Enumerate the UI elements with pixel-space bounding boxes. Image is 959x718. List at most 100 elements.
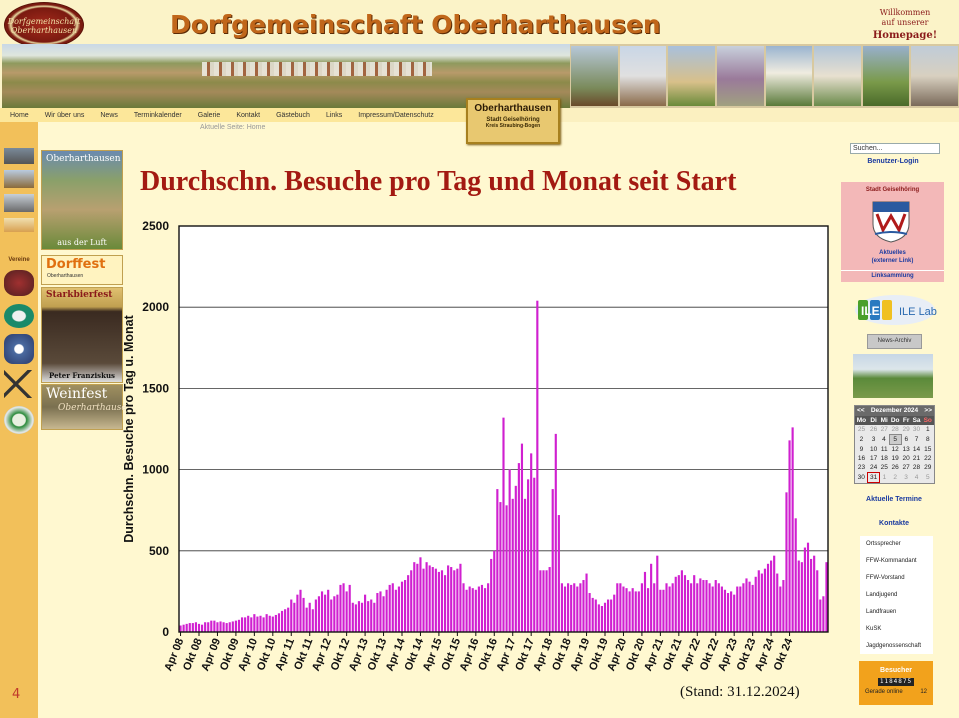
banner-aerial[interactable]: Oberharthausen aus der Luft xyxy=(41,150,123,250)
town-crest-icon[interactable] xyxy=(871,200,911,244)
bar xyxy=(182,624,185,632)
calendar-day[interactable]: 8 xyxy=(925,436,930,443)
calendar-day[interactable]: 23 xyxy=(857,464,866,472)
calendar-day[interactable]: 29 xyxy=(924,464,932,472)
landscape-photo[interactable] xyxy=(853,354,933,398)
stand-date: (Stand: 31.12.2024) xyxy=(680,684,800,700)
crest-kusk-icon[interactable] xyxy=(4,334,34,364)
calendar-day[interactable]: 30 xyxy=(857,474,865,481)
calendar-day[interactable]: 2 xyxy=(893,474,897,481)
calendar-day[interactable]: 1 xyxy=(882,474,887,481)
nav-terminkalender[interactable]: Terminkalender xyxy=(133,111,182,119)
nav-news[interactable]: News xyxy=(100,111,118,119)
calendar-day[interactable]: 18 xyxy=(880,455,888,462)
nav-wir-ueber-uns[interactable]: Wir über uns xyxy=(44,111,85,119)
calendar-day[interactable]: 25 xyxy=(857,426,866,434)
calendar-day[interactable]: 6 xyxy=(904,436,909,443)
calendar-day[interactable]: 28 xyxy=(912,464,921,472)
bar xyxy=(527,479,530,632)
calendar-day[interactable]: 25 xyxy=(880,464,888,472)
calendar-day[interactable]: 4 xyxy=(914,474,919,481)
thumb-church-icon[interactable] xyxy=(4,170,34,188)
nav-links[interactable]: Links xyxy=(325,111,343,119)
nav-galerie[interactable]: Galerie xyxy=(197,111,221,119)
kontakte-list: Ortssprecher FFW-Kommandant FFW-Vorstand… xyxy=(860,536,933,654)
nav-home[interactable]: Home xyxy=(10,111,29,119)
calendar-day[interactable]: 14 xyxy=(912,445,921,453)
kontakt-item[interactable]: KuSK xyxy=(866,626,882,632)
calendar-day[interactable]: 21 xyxy=(912,455,921,462)
calendar-day[interactable]: 30 xyxy=(912,426,921,434)
calendar-day[interactable]: 29 xyxy=(902,426,910,434)
banner-weinfest[interactable]: Weinfest Oberharthausen xyxy=(41,384,133,430)
kontakt-item[interactable]: Ortssprecher xyxy=(866,541,901,547)
calendar-day[interactable]: 19 xyxy=(891,455,899,462)
calendar-day[interactable]: 9 xyxy=(859,445,864,453)
crest-landfrauen-icon[interactable] xyxy=(4,406,34,434)
calendar-day[interactable]: 20 xyxy=(902,455,910,462)
calendar-day[interactable]: 24 xyxy=(869,464,878,471)
crest-jagd-icon[interactable] xyxy=(4,370,34,398)
calendar-prev[interactable]: << xyxy=(857,407,865,414)
kontakt-item[interactable]: FFW-Vorstand xyxy=(866,575,905,581)
calendar-day[interactable]: 4 xyxy=(882,436,886,443)
thumb-house-icon[interactable] xyxy=(4,194,34,212)
y-tick-label: 500 xyxy=(149,544,169,558)
calendar-day[interactable]: 5 xyxy=(888,434,902,445)
nav-bar-fill xyxy=(470,108,959,122)
calendar-day[interactable]: 1 xyxy=(925,426,930,434)
bar xyxy=(766,563,770,632)
calendar-day[interactable]: 5 xyxy=(925,474,930,481)
bar xyxy=(625,588,628,632)
login-link[interactable]: Benutzer-Login xyxy=(867,158,919,165)
calendar-day[interactable]: 16 xyxy=(857,455,866,462)
calendar-day[interactable]: 13 xyxy=(902,445,910,453)
nav-kontakt[interactable]: Kontakt xyxy=(236,111,261,119)
kontakt-item[interactable]: Landfrauen xyxy=(866,609,897,615)
bar xyxy=(782,580,785,632)
calendar-day[interactable]: 11 xyxy=(880,445,888,453)
calendar-day[interactable]: 27 xyxy=(902,464,910,472)
calendar-next[interactable]: >> xyxy=(924,407,932,414)
kontakt-item[interactable]: Landjugend xyxy=(866,592,898,598)
nav-gaestebuch[interactable]: Gästebuch xyxy=(276,111,310,119)
calendar-day[interactable]: 28 xyxy=(891,426,899,433)
crest-ffw-icon[interactable] xyxy=(4,270,34,296)
search-input[interactable]: Suchen... xyxy=(850,143,940,154)
calendar-day-today[interactable]: 31 xyxy=(867,472,880,483)
thumb-aerial-icon[interactable] xyxy=(4,148,34,164)
calendar-day[interactable]: 12 xyxy=(891,446,899,453)
club-logo[interactable]: Dorfgemeinschaft Oberharthausen xyxy=(4,2,84,48)
kontakt-item[interactable]: Jagdgenossenschaft xyxy=(866,643,922,649)
calendar-day[interactable]: 10 xyxy=(869,445,878,453)
calendar-day[interactable]: 27 xyxy=(880,426,888,434)
banner-dorffest[interactable]: Dorffest Oberharthausen xyxy=(41,255,123,285)
aktuelle-termine-link[interactable]: Aktuelle Termine xyxy=(866,496,922,503)
thumb-sign-icon[interactable] xyxy=(4,218,34,232)
kontakt-item[interactable]: FFW-Kommandant xyxy=(866,558,917,564)
nav-impressum[interactable]: Impressum/Datenschutz xyxy=(358,111,434,119)
calendar-day[interactable]: 7 xyxy=(914,436,919,443)
bar xyxy=(757,570,760,632)
bar xyxy=(290,599,293,632)
town-aktuelles-link[interactable]: Aktuelles (externer Link) xyxy=(841,249,944,265)
news-archiv-button[interactable]: News-Archiv xyxy=(867,334,922,349)
ile-laber-logo[interactable]: ILE ILE Laber xyxy=(853,290,937,328)
bar xyxy=(573,583,576,632)
calendar-day[interactable]: 3 xyxy=(904,474,908,481)
calendar-day[interactable]: 22 xyxy=(924,455,932,462)
banner-starkbierfest[interactable]: Starkbierfest Peter Franziskus xyxy=(41,287,123,383)
calendar-day[interactable]: 17 xyxy=(869,455,878,462)
calendar-day[interactable]: 26 xyxy=(891,464,899,472)
calendar-day[interactable]: 15 xyxy=(924,445,932,453)
landjugend-logo-icon[interactable] xyxy=(4,304,34,328)
calendar-day[interactable]: 3 xyxy=(871,436,876,443)
bar xyxy=(336,594,339,632)
calendar-day[interactable]: 2 xyxy=(859,436,864,443)
calendar-day[interactable]: 26 xyxy=(869,426,878,434)
bar xyxy=(567,583,570,632)
town-linksammlung[interactable]: Linksammlung xyxy=(841,270,944,279)
bar xyxy=(723,589,727,632)
bar xyxy=(643,571,647,632)
